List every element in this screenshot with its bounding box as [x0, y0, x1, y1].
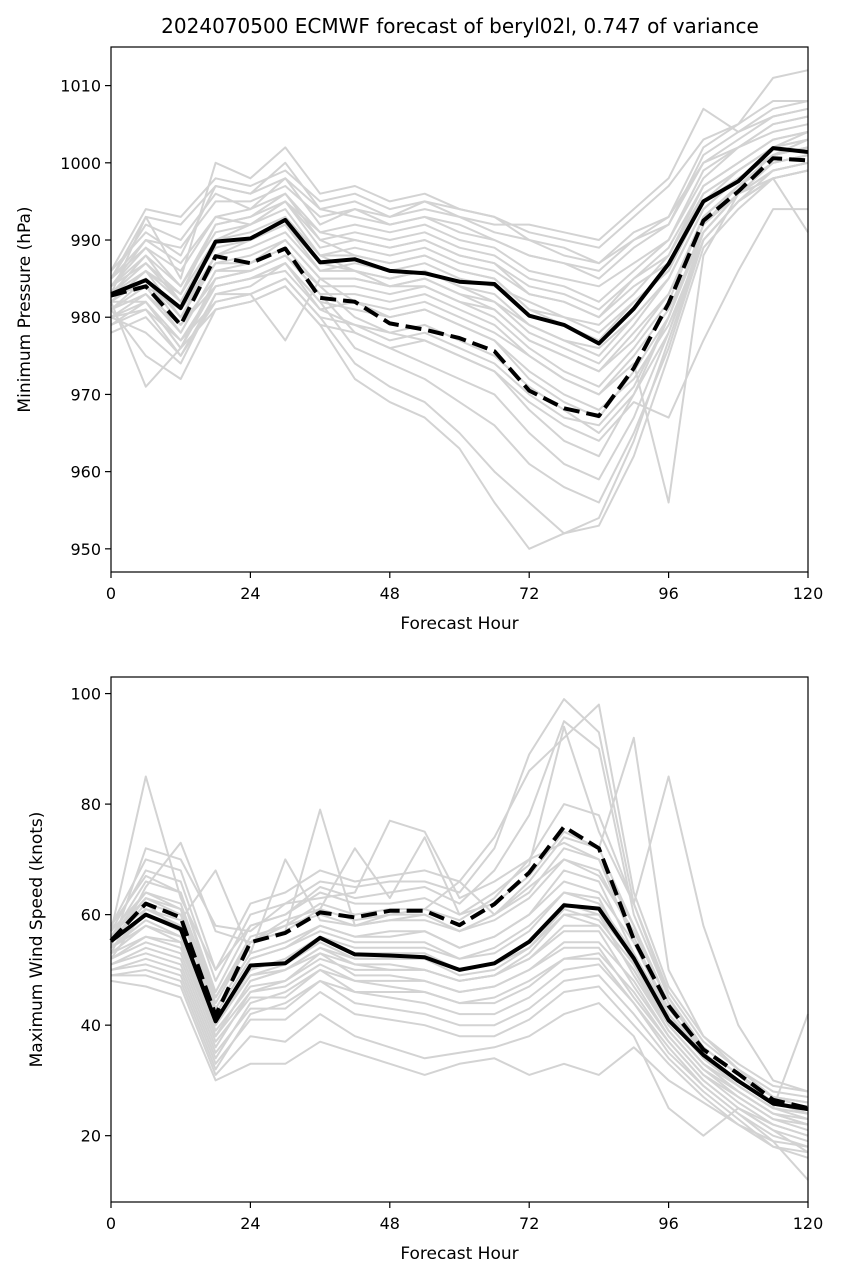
wind-x-tick-label: 96	[658, 1214, 678, 1233]
pressure-x-tick-label: 24	[240, 584, 260, 603]
pressure-ensemble-member-29	[110, 169, 809, 434]
pressure-solid-line	[110, 146, 809, 346]
pressure-x-axis-label: Forecast Hour	[400, 614, 518, 634]
wind-ensemble-member-28	[110, 913, 809, 1126]
pressure-y-tick-label: 1000	[60, 154, 101, 173]
wind-x-tick-label: 0	[106, 1214, 116, 1233]
pressure-ensemble-member-30	[110, 115, 809, 280]
pressure-x-tick-label: 120	[793, 584, 824, 603]
wind-ensemble-member-23	[110, 963, 809, 1154]
wind-ensemble-member-8	[110, 720, 809, 1104]
wind-y-tick-label: 100	[70, 685, 101, 704]
wind-y-tick-label: 20	[81, 1127, 101, 1146]
pressure-y-tick-label: 1010	[60, 77, 101, 96]
pressure-dashed-line	[110, 156, 809, 418]
pressure-ensemble-member-24	[110, 130, 809, 319]
wind-x-ticks: 0 24 48 72 96 120	[106, 1202, 823, 1233]
wind-ensemble-member-22	[110, 952, 809, 1159]
wind-panel: 0 24 48 72 96 120 20 40 60 80 100 Forecast Hour M…	[27, 676, 823, 1264]
pressure-ensemble-member-31	[110, 146, 809, 350]
wind-y-tick-label: 60	[81, 906, 101, 925]
wind-ensemble-member-20	[110, 935, 809, 1154]
wind-y-tick-label: 80	[81, 795, 101, 814]
pressure-x-ticks: 0 24 48 72 96 120	[106, 572, 823, 603]
pressure-y-axis-label: Minimum Pressure (hPa)	[15, 206, 35, 412]
pressure-ensemble-member-23	[110, 107, 809, 280]
pressure-x-tick-label: 72	[519, 584, 539, 603]
wind-x-tick-label: 48	[380, 1214, 400, 1233]
wind-plot-frame	[110, 676, 809, 1203]
pressure-ensemble-member-17	[110, 138, 809, 326]
wind-main-series	[109, 824, 809, 1112]
wind-ensemble-member-9	[110, 698, 809, 1098]
wind-solid-line	[109, 903, 809, 1112]
pressure-y-ticks: 950 960 970 980 990 1000 1010	[60, 77, 111, 559]
wind-ensemble-member-24	[111, 974, 809, 1137]
pressure-ensemble-member-26	[110, 130, 809, 311]
wind-x-tick-label: 24	[240, 1214, 260, 1233]
pressure-ensemble-member-28	[110, 161, 809, 419]
wind-ensemble-member-25	[110, 979, 809, 1148]
wind-x-tick-label: 72	[519, 1214, 539, 1233]
pressure-ensemble-member-20	[110, 208, 808, 442]
chart-title: 2024070500 ECMWF forecast of beryl02l, 0…	[161, 14, 759, 38]
wind-y-tick-label: 40	[81, 1016, 101, 1035]
wind-dashed-line	[109, 824, 809, 1111]
wind-y-axis-label: Maximum Wind Speed (knots)	[27, 812, 47, 1068]
pressure-y-tick-label: 980	[70, 308, 101, 327]
pressure-y-tick-label: 990	[70, 231, 101, 250]
pressure-main-series	[110, 146, 809, 418]
pressure-y-tick-label: 970	[70, 385, 101, 404]
wind-ensemble-member-21	[110, 941, 809, 1181]
pressure-ensemble-lines	[110, 69, 809, 550]
pressure-y-tick-label: 960	[70, 463, 101, 482]
pressure-ensemble-member-12	[110, 154, 809, 481]
pressure-x-tick-label: 96	[658, 584, 678, 603]
pressure-x-tick-label: 0	[106, 584, 116, 603]
wind-ensemble-lines	[110, 698, 809, 1181]
pressure-y-tick-label: 950	[70, 540, 101, 559]
pressure-ensemble-member-1	[110, 123, 809, 288]
pressure-x-tick-label: 48	[380, 584, 400, 603]
wind-x-tick-label: 120	[793, 1214, 824, 1233]
pressure-ensemble-member-21	[110, 177, 809, 504]
pressure-ensemble-member-22	[110, 69, 809, 272]
wind-y-ticks: 20 40 60 80 100	[70, 685, 111, 1146]
wind-x-axis-label: Forecast Hour	[400, 1244, 518, 1264]
pressure-panel: 2024070500 ECMWF forecast of beryl02l, 0…	[15, 14, 823, 634]
pressure-plot-frame	[110, 46, 809, 573]
